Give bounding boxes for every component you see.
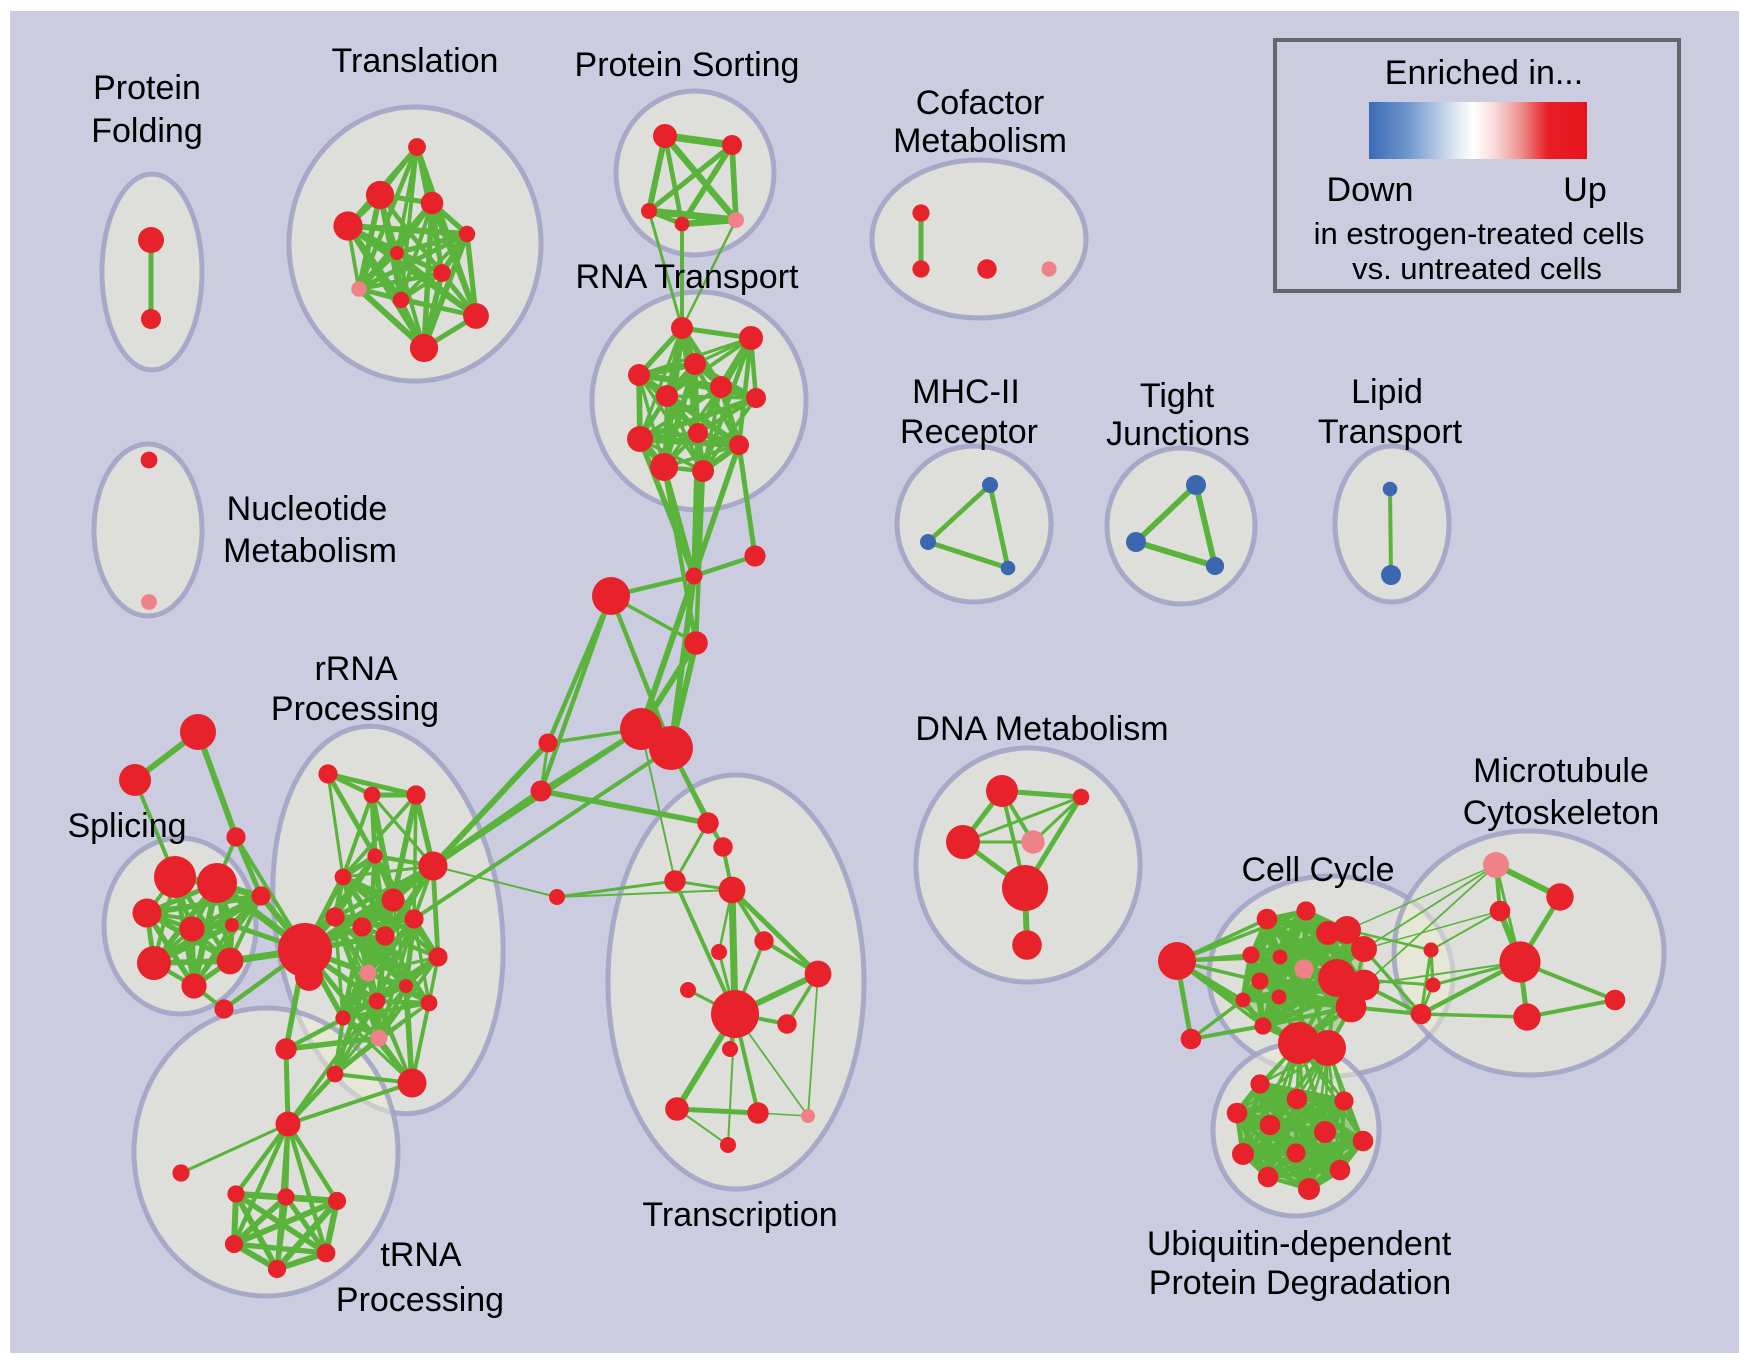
svg-text:tRNA: tRNA (380, 1236, 462, 1274)
svg-text:Enriched in...: Enriched in... (1385, 54, 1583, 92)
svg-text:Processing: Processing (271, 690, 439, 728)
svg-text:Metabolism: Metabolism (893, 122, 1067, 160)
svg-text:Lipid: Lipid (1351, 373, 1423, 411)
svg-text:in estrogen-treated cells: in estrogen-treated cells (1314, 216, 1645, 251)
svg-text:MHC-II: MHC-II (912, 373, 1020, 411)
svg-text:Cofactor: Cofactor (916, 84, 1045, 122)
svg-text:Microtubule: Microtubule (1473, 752, 1649, 790)
svg-text:Transport: Transport (1318, 413, 1463, 451)
svg-text:rRNA: rRNA (314, 650, 397, 688)
svg-text:Receptor: Receptor (900, 413, 1038, 451)
svg-text:RNA Transport: RNA Transport (576, 258, 800, 296)
svg-text:Down: Down (1327, 171, 1414, 209)
svg-text:Processing: Processing (336, 1281, 504, 1319)
svg-text:Tight: Tight (1140, 377, 1215, 415)
svg-text:Folding: Folding (91, 112, 203, 150)
svg-text:Protein: Protein (93, 69, 201, 107)
svg-text:Cytoskeleton: Cytoskeleton (1463, 794, 1660, 832)
svg-text:Splicing: Splicing (67, 807, 186, 845)
svg-text:Translation: Translation (332, 42, 499, 80)
svg-text:Protein Sorting: Protein Sorting (575, 46, 800, 84)
svg-text:Up: Up (1563, 171, 1606, 209)
svg-text:vs. untreated cells: vs. untreated cells (1352, 251, 1602, 286)
svg-text:Metabolism: Metabolism (223, 532, 397, 570)
svg-text:Protein Degradation: Protein Degradation (1149, 1264, 1451, 1302)
svg-text:DNA Metabolism: DNA Metabolism (915, 710, 1168, 748)
svg-text:Ubiquitin-dependent: Ubiquitin-dependent (1147, 1225, 1452, 1263)
svg-text:Transcription: Transcription (642, 1196, 837, 1234)
svg-text:Nucleotide: Nucleotide (227, 490, 388, 528)
svg-text:Cell Cycle: Cell Cycle (1241, 851, 1394, 889)
svg-text:Junctions: Junctions (1106, 415, 1250, 453)
